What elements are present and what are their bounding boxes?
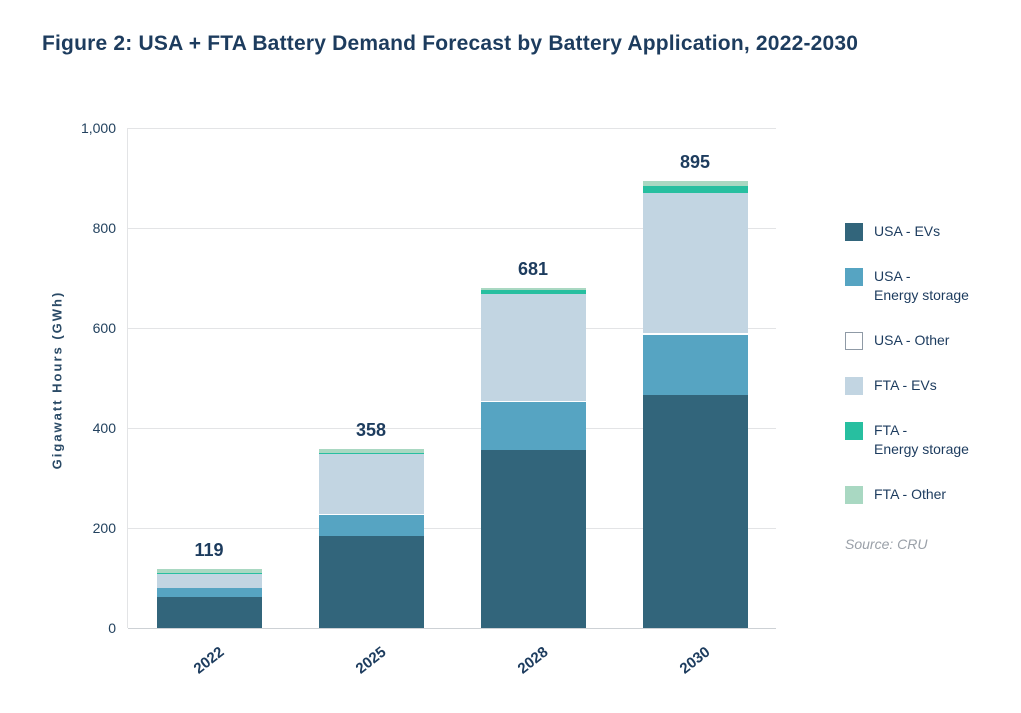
stacked-bar xyxy=(480,128,586,628)
figure-title: Figure 2: USA + FTA Battery Demand Forec… xyxy=(42,32,859,55)
y-tick-label: 1,000 xyxy=(80,120,116,136)
gridline xyxy=(128,228,776,229)
bar-segment xyxy=(642,193,748,333)
bar-segment xyxy=(318,514,424,536)
legend-label: USA - EVs xyxy=(874,223,941,239)
y-tick-label: 200 xyxy=(92,520,116,536)
bar-segment xyxy=(642,394,748,628)
bar-slot: 895 2030 xyxy=(614,128,776,677)
gridline xyxy=(128,128,776,129)
bar-total-label: 681 xyxy=(517,258,549,279)
legend-label: USA - Energy storage xyxy=(874,268,969,303)
legend-label: FTA - EVs xyxy=(874,376,937,393)
source-note: Source: CRU xyxy=(845,535,928,552)
legend-item: FTA - EVs xyxy=(845,376,1013,395)
legend-swatch xyxy=(845,485,863,504)
bar-total-label: 895 xyxy=(679,151,711,172)
stacked-bar xyxy=(642,128,748,628)
bar-segment xyxy=(318,514,424,515)
legend-swatch xyxy=(845,421,863,440)
bar-segment xyxy=(156,573,262,588)
bar-segment xyxy=(480,289,586,294)
bar-total-label: 358 xyxy=(355,420,387,441)
bar-segment xyxy=(156,587,262,588)
legend-swatch xyxy=(845,223,863,241)
legend-item: USA - Other xyxy=(845,331,1013,350)
bar-segment xyxy=(156,572,262,574)
bar-segment xyxy=(480,293,586,401)
bar-segment xyxy=(480,287,586,290)
bar-slot: 681 2028 xyxy=(452,128,614,677)
legend-label: FTA - Energy storage xyxy=(874,421,969,457)
gridline xyxy=(128,628,776,629)
legend-label: USA - Other xyxy=(874,331,950,348)
y-tick-label: 0 xyxy=(108,620,116,636)
bar-slot: 119 2022 xyxy=(128,128,290,677)
bar-segment xyxy=(642,180,748,186)
y-tick-label: 600 xyxy=(92,320,116,336)
legend: USA - EVs USA - Energy storage USA - Other… xyxy=(845,222,1013,552)
y-tick-label: 400 xyxy=(92,420,116,436)
legend-item: FTA - Other xyxy=(845,485,1013,504)
bar-segment xyxy=(318,452,424,454)
bar-slot: 358 2025 xyxy=(290,128,452,677)
y-tick-label: 800 xyxy=(92,220,116,236)
bars-container: 119 2022 358 2025 681 2028 895 2030 xyxy=(128,128,776,677)
legend-swatch xyxy=(845,268,863,286)
bar-segment xyxy=(642,185,748,193)
legend-swatch xyxy=(845,376,863,395)
gridline xyxy=(128,428,776,429)
bar-segment xyxy=(480,401,586,402)
plot-area: 1,000 800 600 400 200 0 119 2022 358 2025 681 2028… xyxy=(81,120,776,677)
bar-segment xyxy=(156,588,262,597)
y-axis-label: Gigawatt Hours (GWh) xyxy=(49,290,65,470)
legend-items: USA - EVs USA - Energy storage USA - Other… xyxy=(845,222,1013,504)
bar-segment xyxy=(318,535,424,628)
legend-item: USA - EVs xyxy=(845,222,1013,241)
bar-segment xyxy=(480,402,586,450)
bar-segment xyxy=(156,597,262,628)
bar-segment xyxy=(318,449,424,453)
legend-label: FTA - Other xyxy=(874,485,947,502)
legend-item: USA - Energy storage xyxy=(845,267,1013,305)
bar-segment xyxy=(318,454,424,514)
legend-item: FTA - Energy storage xyxy=(845,421,1013,459)
legend-swatch xyxy=(845,331,863,350)
bar-segment xyxy=(480,449,586,628)
stacked-bar xyxy=(156,128,262,628)
gridline xyxy=(128,528,776,529)
bar-total-label: 119 xyxy=(194,539,224,560)
bar-segment xyxy=(642,334,748,395)
gridline xyxy=(128,328,776,329)
bar-segment xyxy=(642,333,748,335)
bar-segment xyxy=(156,568,262,573)
stacked-bar xyxy=(318,128,424,628)
